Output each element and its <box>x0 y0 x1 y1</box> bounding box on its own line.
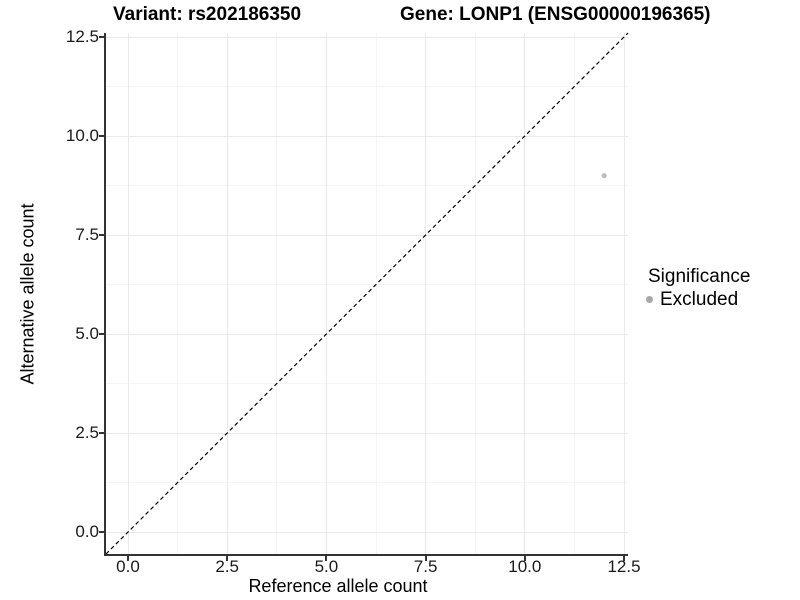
gridline-x-major <box>623 33 625 554</box>
legend: Significance Excluded <box>646 266 750 310</box>
y-tick-label: 5.0 <box>75 324 99 343</box>
legend-key-dot-icon <box>646 296 653 303</box>
gridline-x-minor <box>573 33 575 554</box>
x-tick-label: 5.0 <box>314 557 339 576</box>
identity-dashed-line <box>105 32 629 555</box>
y-axis-tick <box>99 234 104 236</box>
x-axis-tick <box>424 556 427 561</box>
gridline-y-major <box>106 531 628 533</box>
x-tick-label: 2.5 <box>215 557 240 576</box>
gridline-x-minor <box>276 33 278 554</box>
legend-items: Excluded <box>646 289 750 310</box>
legend-item-label: Excluded <box>660 289 739 310</box>
y-axis-tick <box>99 333 104 335</box>
legend-title: Significance <box>648 266 751 287</box>
x-axis-tick <box>226 556 229 561</box>
y-tick-label: 12.5 <box>65 27 99 46</box>
gridline-y-major <box>106 135 628 137</box>
x-axis-tick <box>623 556 625 561</box>
plot-title-gene: Gene: LONP1 (ENSG00000196365) <box>400 4 711 25</box>
gridline-y-minor <box>106 482 628 483</box>
gridline-x-minor <box>474 33 476 554</box>
y-axis-tick <box>99 531 104 533</box>
gridline-x-major <box>524 33 526 554</box>
plot-title-variant: Variant: rs202186350 <box>113 4 302 25</box>
x-axis-tick <box>127 556 129 561</box>
x-tick-label: 12.5 <box>607 557 641 576</box>
legend-item: Excluded <box>646 289 750 310</box>
gridline-y-minor <box>106 284 628 285</box>
y-tick-label: 7.5 <box>75 225 99 244</box>
gridline-x-major <box>425 33 427 554</box>
y-axis-title: Alternative allele count <box>17 203 38 385</box>
y-axis-tick <box>99 36 104 38</box>
y-axis-tick <box>99 135 104 137</box>
gridline-y-major <box>106 36 628 38</box>
x-tick-label: 7.5 <box>413 557 438 576</box>
gridline-y-major <box>106 432 628 434</box>
x-axis-tick <box>325 556 328 561</box>
x-tick-label: 0.0 <box>116 557 140 576</box>
gridline-y-minor <box>106 185 628 186</box>
data-points <box>601 173 607 179</box>
y-axis-tick <box>99 432 104 434</box>
gridline-y-minor <box>106 383 628 384</box>
gridline-y-minor <box>106 86 628 87</box>
gridline-y-major <box>106 234 628 236</box>
x-tick-label: 10.0 <box>508 557 542 576</box>
y-tick-label: 0.0 <box>75 522 99 541</box>
gridline-x-major <box>325 33 327 554</box>
gridline-x-minor <box>177 33 179 554</box>
gridline-y-major <box>106 333 628 335</box>
x-axis-line <box>104 554 628 556</box>
y-tick-label: 2.5 <box>75 423 99 442</box>
plot-marks-layer <box>105 32 629 555</box>
plot-panel <box>105 32 629 555</box>
x-axis-tick <box>523 556 526 561</box>
gridline-x-minor <box>375 33 377 554</box>
y-axis-line <box>104 33 106 556</box>
y-tick-label: 10.0 <box>65 126 99 145</box>
data-point <box>601 173 607 179</box>
gridline-x-major <box>127 33 129 554</box>
gridline-x-major <box>226 33 228 554</box>
x-axis-title: Reference allele count <box>248 576 428 596</box>
